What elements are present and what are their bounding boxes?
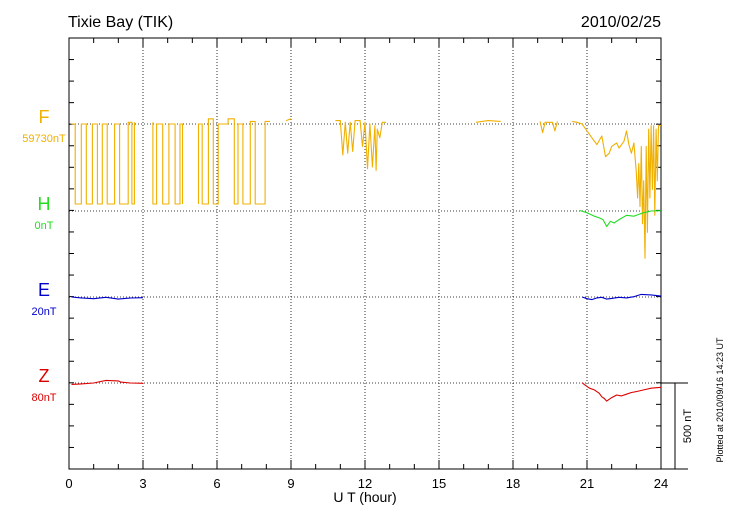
series-baseline-label-Z: 80nT [31,392,56,404]
chart-date: 2010/02/25 [581,14,661,31]
scale-bar-label: 500 nT [682,409,694,444]
trace-E [71,293,662,301]
series-name-H: H [38,194,51,214]
trace-H [579,209,662,228]
x-tick-label: 12 [358,476,372,491]
series-baseline-label-F: 59730nT [22,133,66,145]
x-tick-label: 3 [139,476,146,491]
x-tick-label: 15 [432,476,446,491]
series-lines [71,118,662,402]
series-labels: F 59730nT H 0nT E 20nT Z 80nT [22,107,66,404]
plotted-at-footnote: Plotted at 2010/09/16 14:23 UT [715,337,725,463]
series-baseline-label-E: 20nT [31,306,56,318]
scale-bar: 500 nT [661,382,694,470]
grid [142,38,588,469]
x-tick-label: 9 [287,476,294,491]
x-axis-label: U T (hour) [333,489,396,505]
x-tick-label: 21 [580,476,594,491]
trace-F [71,118,661,259]
series-name-F: F [39,107,50,127]
series-name-Z: Z [39,366,50,386]
x-tick-label: 0 [65,476,72,491]
chart-title: Tixie Bay (TIK) [68,14,173,31]
x-tick-label: 6 [213,476,220,491]
trace-Z [71,379,662,402]
x-tick-label: 18 [506,476,520,491]
x-axis-tick-labels: 0 3 6 9 12 15 18 21 24 [65,476,668,491]
x-tick-label: 24 [654,476,668,491]
series-baseline-label-H: 0nT [35,220,54,232]
series-name-E: E [38,280,50,300]
